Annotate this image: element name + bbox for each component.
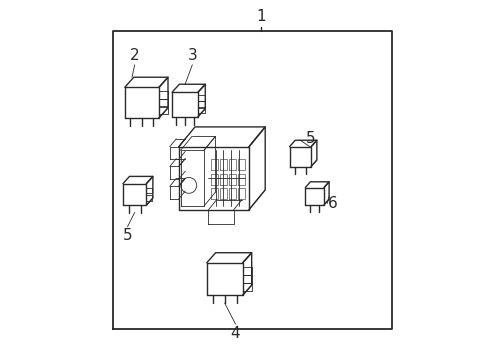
Text: 1: 1 — [255, 9, 265, 24]
Text: 4: 4 — [230, 325, 240, 341]
Text: 5: 5 — [122, 228, 132, 243]
Text: 3: 3 — [187, 48, 197, 63]
Text: 6: 6 — [327, 196, 337, 211]
Text: 2: 2 — [130, 48, 139, 63]
Text: 5: 5 — [305, 131, 315, 146]
